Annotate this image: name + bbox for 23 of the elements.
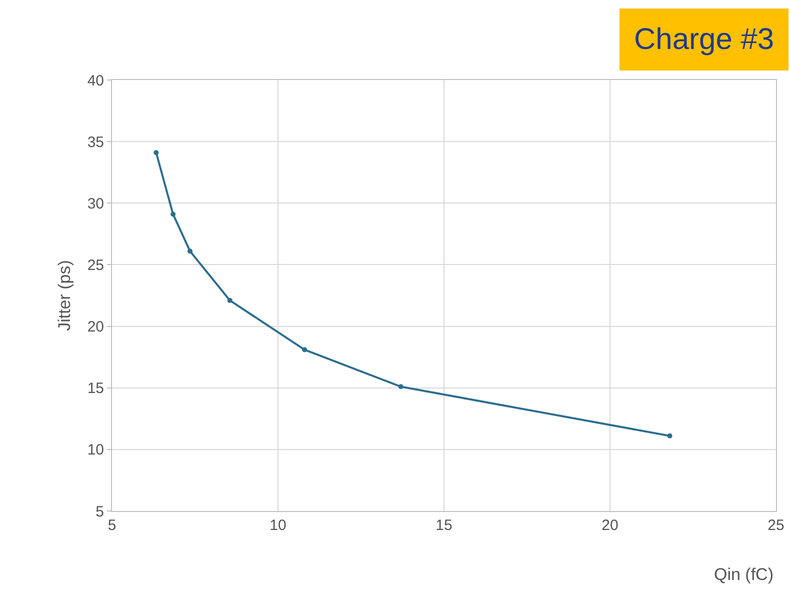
- x-tick-label: 5: [108, 517, 116, 534]
- chart-title: Charge #3: [634, 23, 774, 56]
- y-tick-label: 40: [87, 72, 104, 90]
- x-axis-title: Qin (fC): [714, 565, 774, 584]
- y-tick-label: 20: [87, 318, 104, 336]
- point: [398, 384, 404, 390]
- point: [227, 298, 232, 303]
- y-tick-label: 10: [87, 442, 104, 459]
- x-tick-label: 25: [768, 517, 784, 534]
- point: [667, 433, 672, 438]
- y-tick-label: 30: [87, 195, 104, 212]
- y-tick-label: 5: [96, 503, 104, 520]
- point: [170, 212, 176, 217]
- y-tick-label: 25: [87, 256, 104, 274]
- y-tick-label: 35: [87, 134, 104, 151]
- x-tick-label: 10: [270, 517, 286, 534]
- x-tick-label: 15: [436, 517, 452, 534]
- point: [302, 347, 308, 352]
- point: [188, 248, 193, 254]
- x-tick-label: 20: [602, 517, 618, 534]
- y-axis-title: Jitter (ps): [54, 260, 74, 331]
- y-tick-label: 15: [87, 380, 104, 398]
- point: [154, 150, 159, 156]
